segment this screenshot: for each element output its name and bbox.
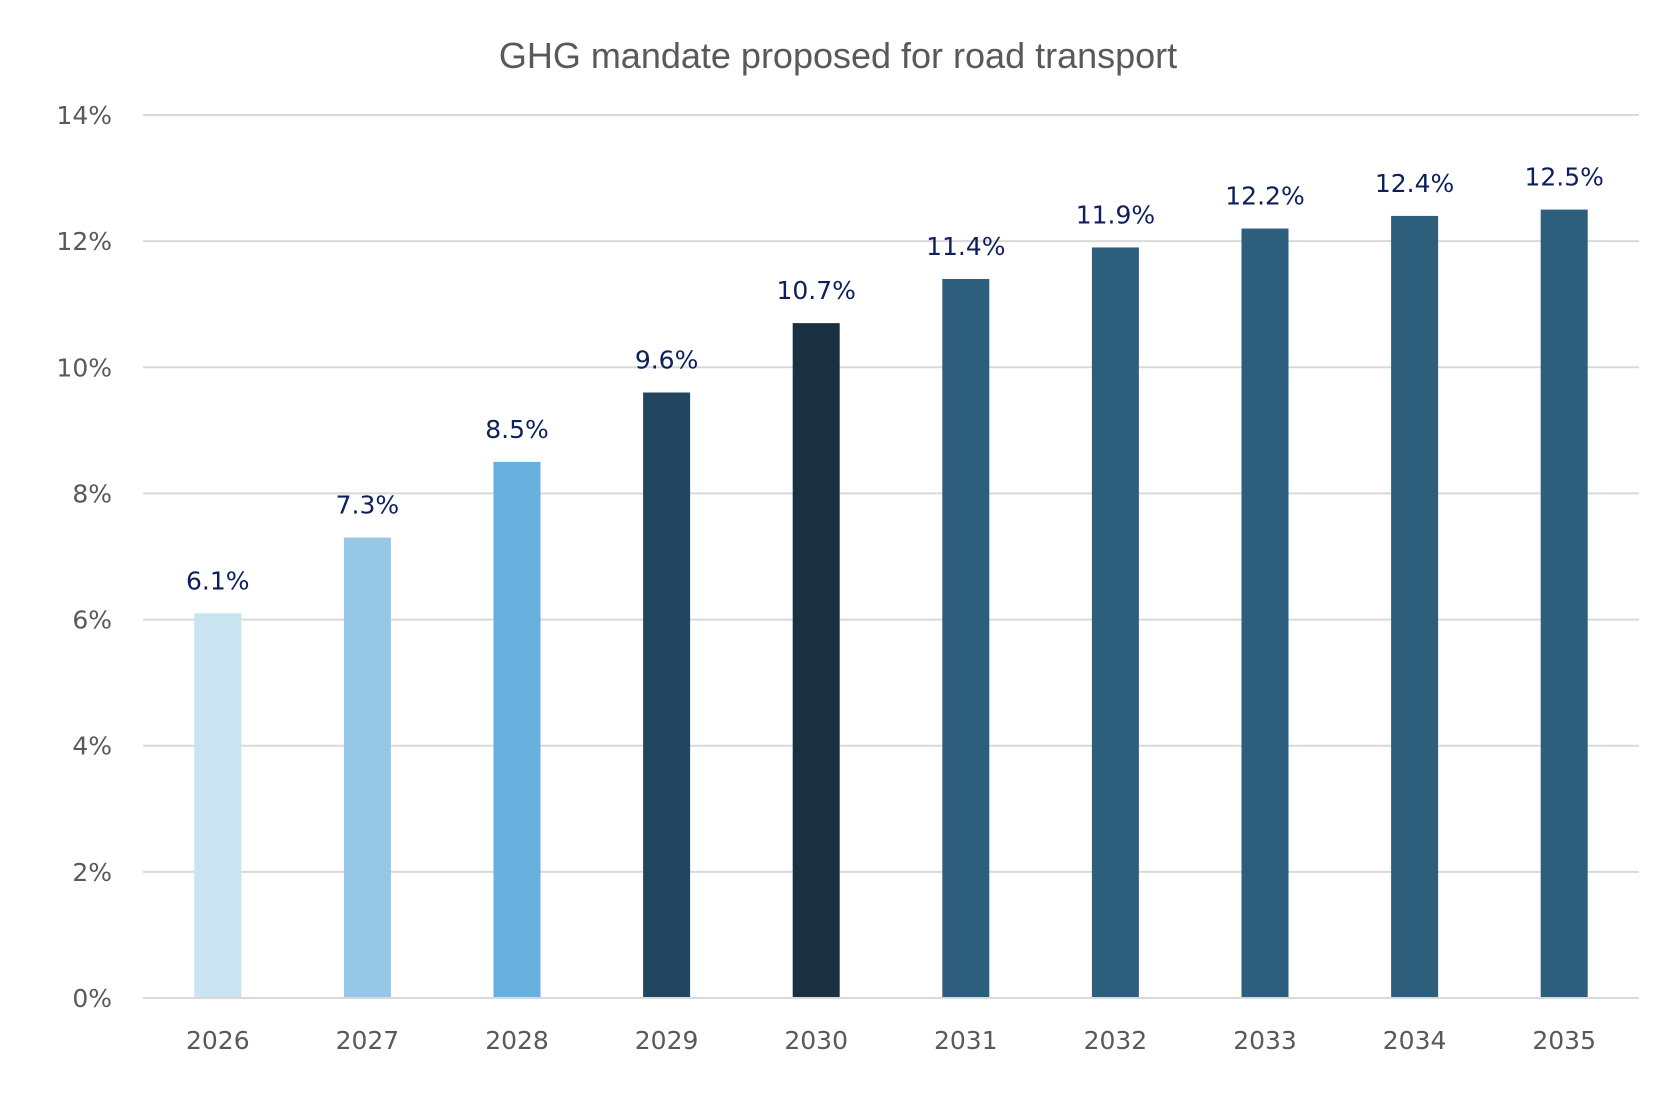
x-tick-label: 2030: [784, 1026, 848, 1055]
y-tick-label: 4%: [72, 732, 112, 761]
y-tick-label: 0%: [72, 984, 112, 1013]
data-label: 12.5%: [1524, 163, 1603, 192]
bar-2031: [942, 278, 990, 998]
bar-2026: [194, 613, 242, 998]
y-axis-tick-labels: 0% 2% 4% 6% 8% 10% 12% 14%: [56, 101, 112, 1013]
data-labels: 6.1% 7.3% 8.5% 9.6% 10.7% 11.4% 11.9% 12.2% 12.4…: [186, 163, 1604, 596]
gridlines: [143, 114, 1639, 999]
x-tick-label: 2029: [635, 1026, 699, 1055]
data-label: 6.1%: [186, 566, 250, 595]
bar-2030: [792, 323, 840, 998]
data-label: 11.9%: [1076, 200, 1155, 229]
x-tick-label: 2035: [1532, 1026, 1596, 1055]
x-tick-label: 2033: [1233, 1026, 1297, 1055]
bar-2032: [1091, 247, 1139, 998]
data-label: 9.6%: [635, 346, 699, 375]
data-label: 7.3%: [336, 491, 400, 520]
bar-2028: [493, 461, 541, 999]
bar-2035: [1540, 209, 1588, 998]
bar-2029: [643, 392, 691, 998]
chart-title: GHG mandate proposed for road transport: [499, 35, 1177, 76]
x-tick-label: 2028: [485, 1026, 549, 1055]
data-label: 10.7%: [776, 276, 855, 305]
data-label: 12.4%: [1375, 169, 1454, 198]
x-tick-label: 2034: [1383, 1026, 1447, 1055]
y-tick-label: 14%: [56, 101, 112, 130]
data-label: 8.5%: [485, 415, 549, 444]
bar-2034: [1391, 215, 1439, 998]
data-label: 11.4%: [926, 232, 1005, 261]
bar-2033: [1241, 228, 1289, 998]
x-tick-label: 2026: [186, 1026, 250, 1055]
x-tick-label: 2032: [1084, 1026, 1148, 1055]
y-tick-label: 12%: [56, 227, 112, 256]
y-tick-label: 8%: [72, 479, 112, 508]
y-tick-label: 10%: [56, 353, 112, 382]
y-tick-label: 2%: [72, 858, 112, 887]
bars: [194, 209, 1588, 999]
x-axis-tick-labels: 2026 2027 2028 2029 2030 2031 2032 2033 2034 2035: [143, 997, 1639, 1055]
y-tick-label: 6%: [72, 606, 112, 635]
x-tick-label: 2031: [934, 1026, 998, 1055]
x-tick-label: 2027: [336, 1026, 400, 1055]
bar-2027: [343, 537, 391, 998]
data-label: 12.2%: [1225, 182, 1304, 211]
